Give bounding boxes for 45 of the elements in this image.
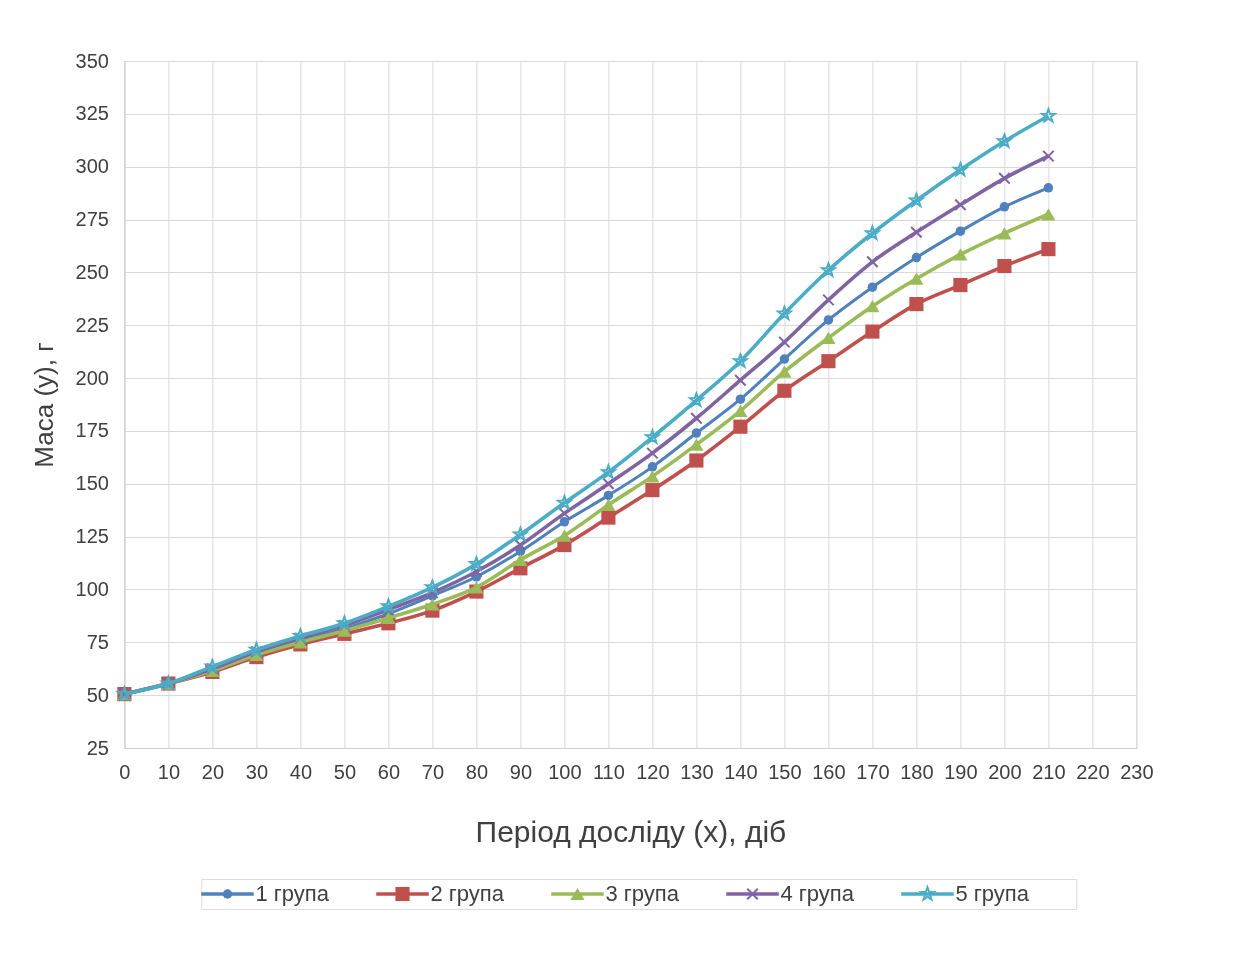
x-tick-label: 180 <box>900 760 934 783</box>
legend-label: 5 група <box>955 881 1030 906</box>
x-tick-label: 50 <box>333 760 357 783</box>
x-tick-label: 90 <box>509 760 533 783</box>
x-axis-title: Період досліду (х), діб <box>475 814 787 848</box>
x-tick-label: 60 <box>377 760 401 783</box>
y-tick-label: 100 <box>75 577 109 600</box>
y-axis-title: Маса (у), г <box>28 342 59 468</box>
y-tick-label: 125 <box>75 525 109 548</box>
y-tick-label: 250 <box>75 260 109 283</box>
x-tick-label: 140 <box>724 760 758 783</box>
x-tick-label: 20 <box>201 760 225 783</box>
x-tick-label: 130 <box>680 760 714 783</box>
x-tick-label: 40 <box>289 760 313 783</box>
y-tick-label: 275 <box>75 208 109 231</box>
x-tick-label: 110 <box>592 760 625 783</box>
legend-label: 3 група <box>605 881 680 906</box>
y-tick-label: 325 <box>75 102 109 125</box>
legend-label: 4 група <box>780 881 855 906</box>
x-tick-label: 230 <box>1120 760 1154 783</box>
x-tick-label: 70 <box>421 760 445 783</box>
legend-label: 1 група <box>255 881 330 906</box>
x-tick-label: 80 <box>465 760 489 783</box>
x-tick-label: 150 <box>768 760 802 783</box>
y-tick-label: 200 <box>75 366 109 389</box>
x-tick-label: 160 <box>812 760 846 783</box>
y-tick-label: 175 <box>75 419 109 442</box>
x-tick-label: 30 <box>245 760 269 783</box>
x-tick-label: 120 <box>636 760 670 783</box>
x-tick-label: 0 <box>119 760 131 783</box>
x-tick-label: 210 <box>1032 760 1066 783</box>
y-tick-label: 50 <box>86 683 109 706</box>
y-tick-label: 300 <box>75 155 109 178</box>
x-tick-label: 220 <box>1076 760 1110 783</box>
y-tick-label: 75 <box>86 630 109 653</box>
legend-label: 2 група <box>430 881 505 906</box>
x-tick-label: 170 <box>856 760 890 783</box>
y-tick-label: 225 <box>75 313 109 336</box>
y-tick-label: 25 <box>86 736 109 759</box>
x-tick-label: 100 <box>548 760 582 783</box>
x-tick-label: 10 <box>157 760 181 783</box>
y-tick-label: 150 <box>75 472 109 495</box>
x-tick-label: 200 <box>988 760 1022 783</box>
y-tick-label: 350 <box>75 49 109 72</box>
x-tick-label: 190 <box>944 760 978 783</box>
